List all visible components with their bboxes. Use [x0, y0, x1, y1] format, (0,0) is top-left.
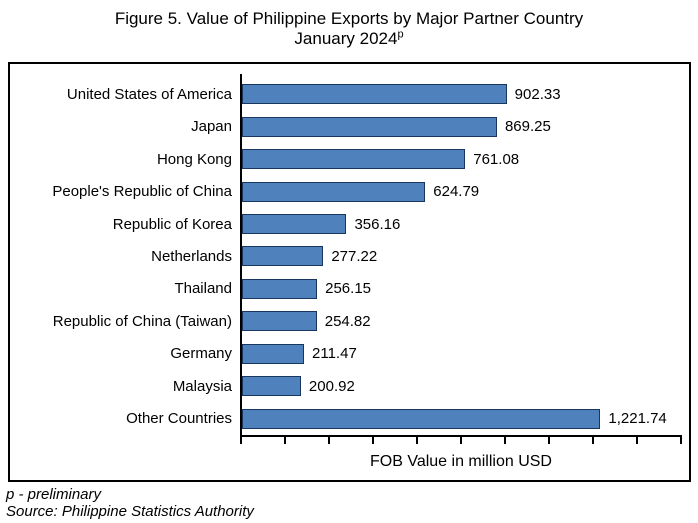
- bar: [242, 311, 317, 332]
- x-axis-tick: [462, 437, 506, 444]
- bar-row: Germany 211.47: [10, 338, 682, 370]
- value-label: 761.08: [473, 150, 520, 168]
- value-label: 356.16: [354, 215, 401, 233]
- value-label: 1,221.74: [608, 410, 667, 428]
- bar: [242, 376, 301, 397]
- value-label: 624.79: [433, 183, 480, 201]
- bar-track: 256.15: [242, 273, 682, 305]
- preliminary-note: p - preliminary: [6, 486, 102, 503]
- bar-row: Netherlands 277.22: [10, 240, 682, 272]
- bar-row: Malaysia 200.92: [10, 370, 682, 402]
- bar-track: 211.47: [242, 338, 682, 370]
- category-label: Hong Kong: [156, 150, 232, 168]
- value-label: 200.92: [308, 377, 355, 395]
- x-axis-line: [240, 435, 682, 437]
- bar-row: Republic of Korea 356.16: [10, 208, 682, 240]
- bar-track: 761.08: [242, 143, 682, 175]
- bar: [242, 84, 507, 105]
- value-label: 869.25: [504, 118, 551, 136]
- value-label: 211.47: [312, 345, 357, 363]
- category-label: Netherlands: [151, 247, 232, 265]
- bar-row: United States of America 902.33: [10, 78, 682, 110]
- bar-rows: United States of America 902.33 Japan 869.2…: [10, 78, 682, 435]
- category-label: Japan: [191, 118, 232, 136]
- category-label: People's Republic of China: [52, 183, 232, 201]
- bar-track: 200.92: [242, 370, 682, 402]
- bar: [242, 116, 497, 137]
- bar-track: 254.82: [242, 305, 682, 337]
- category-label: Republic of Korea: [112, 215, 232, 233]
- bar-row: People's Republic of China 624.79: [10, 175, 682, 207]
- x-axis-title: FOB Value in million USD: [370, 453, 552, 470]
- x-axis-tick: [418, 437, 462, 444]
- bar: [242, 214, 347, 235]
- bar: [242, 408, 601, 429]
- category-label: Other Countries: [126, 410, 232, 428]
- bar-row: Republic of China (Taiwan) 254.82: [10, 305, 682, 337]
- chart-title-line1: Figure 5. Value of Philippine Exports by…: [114, 9, 584, 28]
- source-note: Source: Philippine Statistics Authority: [6, 503, 254, 520]
- x-axis-tick: [240, 437, 286, 444]
- bar-track: 277.22: [242, 240, 682, 272]
- value-label: 902.33: [514, 85, 561, 103]
- value-label: 256.15: [325, 280, 372, 298]
- category-label: Malaysia: [172, 377, 232, 395]
- value-label: 277.22: [331, 247, 378, 265]
- bar-track: 1,221.74: [242, 403, 682, 435]
- bar-track: 869.25: [242, 110, 682, 142]
- bar-row: Japan 869.25: [10, 110, 682, 142]
- category-label: Germany: [170, 345, 232, 363]
- bar: [242, 278, 318, 299]
- chart-title-line2: January 2024p: [294, 28, 404, 48]
- bar-track: 356.16: [242, 208, 682, 240]
- chart-title: Figure 5. Value of Philippine Exports by…: [0, 9, 698, 49]
- x-axis-tick: [374, 437, 418, 444]
- x-axis-tick: [594, 437, 638, 444]
- x-axis-tick: [638, 437, 682, 444]
- category-label: Republic of China (Taiwan): [52, 312, 232, 330]
- bar: [242, 181, 426, 202]
- y-axis-line: [240, 74, 242, 437]
- bar-row: Thailand 256.15: [10, 273, 682, 305]
- preliminary-superscript: p: [397, 28, 404, 41]
- bar: [242, 149, 466, 170]
- bar: [242, 246, 324, 267]
- bar-track: 624.79: [242, 175, 682, 207]
- value-label: 254.82: [324, 312, 371, 330]
- x-axis-tick: [330, 437, 374, 444]
- category-label: United States of America: [66, 85, 232, 103]
- footnotes: p - preliminary Source: Philippine Stati…: [6, 486, 254, 520]
- category-label: Thailand: [174, 280, 232, 298]
- x-axis-tick: [286, 437, 330, 444]
- bar-row: Other Countries 1,221.74: [10, 403, 682, 435]
- bar: [242, 343, 305, 364]
- bar-row: Hong Kong 761.08: [10, 143, 682, 175]
- x-axis-tick: [506, 437, 550, 444]
- x-axis-ticks: [240, 437, 682, 444]
- x-axis-tick: [550, 437, 594, 444]
- bar-track: 902.33: [242, 78, 682, 110]
- chart-plot-area: United States of America 902.33 Japan 869.2…: [8, 62, 691, 482]
